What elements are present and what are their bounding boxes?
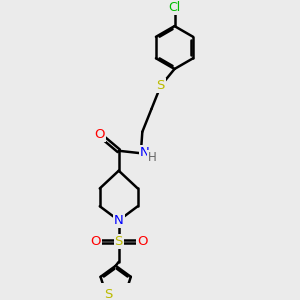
Text: S: S <box>115 236 123 248</box>
Text: N: N <box>114 214 124 227</box>
Text: O: O <box>90 236 101 248</box>
Text: S: S <box>157 79 165 92</box>
Text: O: O <box>137 236 147 248</box>
Text: H: H <box>148 151 157 164</box>
Text: N: N <box>140 146 149 159</box>
Text: S: S <box>104 288 112 300</box>
Text: O: O <box>94 128 105 141</box>
Text: Cl: Cl <box>168 1 181 13</box>
